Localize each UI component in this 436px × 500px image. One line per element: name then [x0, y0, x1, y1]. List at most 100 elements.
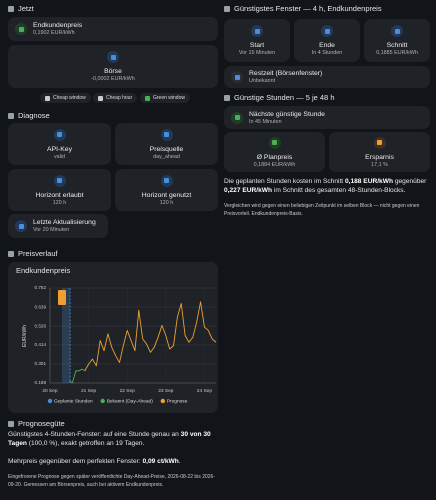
tile-value: 17,1 %	[371, 161, 388, 168]
text: (100,0 %), exakt getroffen an 19 Tagen.	[26, 440, 145, 447]
section-header: Günstige Stunden — 5 je 48 h	[224, 93, 335, 102]
tile-label: Ersparnis	[365, 153, 394, 161]
y-tick-label: 0.752	[35, 285, 47, 290]
tile[interactable]: API-Key valid	[8, 123, 111, 165]
icon	[251, 25, 263, 37]
tile-label: Ende	[319, 42, 335, 49]
icon	[373, 136, 386, 149]
text: .	[178, 458, 181, 465]
y-axis-title: EUR/kWh	[22, 325, 28, 347]
legend-label: Bekannt (Day-Ahead)	[107, 398, 154, 404]
tile-label: Start	[249, 42, 265, 49]
x-tick-label: 22 Sep	[120, 388, 136, 394]
tile[interactable]: Horizont erlaubt 120 h	[8, 169, 111, 211]
chart: Endkundenpreis EUR/kWh 0.188 0.301 0.414 0.…	[16, 266, 217, 404]
text: Die geplanten Stunden kosten im Schnitt	[224, 178, 345, 185]
tile[interactable]: Endkundenpreis 0,1902 EUR/kWh	[8, 17, 218, 41]
legend-marker	[47, 398, 53, 404]
icon	[231, 71, 243, 83]
tile-label: Preisquelle	[149, 145, 184, 153]
section-title: Prognosegüte	[18, 419, 65, 428]
tile-label: Börse	[104, 68, 122, 75]
tile[interactable]: Horizont genutzt 120 h	[115, 169, 218, 211]
tile-value: Vor 20 Minuten	[33, 227, 70, 233]
icon	[15, 23, 27, 35]
tile-value: valid	[53, 153, 66, 160]
note: Vergleichen wird gegen einen beliebigen …	[224, 203, 420, 217]
icon	[53, 128, 66, 141]
icon	[160, 128, 173, 141]
section-title: Diagnose	[18, 111, 50, 120]
tile-label: Endkundenpreis	[33, 22, 83, 29]
legend-marker	[100, 398, 105, 404]
tile-label: Letzte Aktualisierung	[33, 219, 96, 226]
tile[interactable]: Preisquelle day_ahead	[115, 123, 218, 165]
x-tick-label: 24 Sep	[197, 388, 213, 394]
tile[interactable]: Börse -0,0002 EUR/kWh	[8, 45, 218, 88]
tile-value: 0,1885 EUR/kWh	[376, 50, 418, 56]
y-tick-label: 0.414	[35, 342, 47, 347]
tile[interactable]: Schnitt 0,1885 EUR/kWh	[364, 19, 430, 62]
button[interactable]: Green window	[140, 93, 190, 103]
tile-value: 0,1884 EUR/kWh	[253, 161, 296, 168]
y-tick-label: 0.188	[35, 380, 47, 385]
tile-value: 120 h	[159, 199, 174, 206]
tile-label: Horizont genutzt	[141, 191, 192, 199]
tile[interactable]: Ø Planpreis 0,1884 EUR/kWh	[224, 132, 325, 172]
icon	[391, 25, 403, 37]
legend-label: Prognose	[167, 398, 188, 404]
section-title: Günstige Stunden — 5 je 48 h	[234, 93, 335, 102]
tile-label: Restzeit (Börsenfenster)	[249, 70, 323, 77]
x-tick-label: 20 Sep	[42, 388, 58, 394]
button[interactable]: Cheap window	[40, 93, 91, 103]
now-marker	[57, 290, 66, 305]
legend-marker	[160, 398, 166, 404]
chart-title: Endkundenpreis	[16, 266, 70, 275]
tile-value: Unbekannt	[249, 78, 276, 84]
icon	[268, 136, 281, 149]
tile[interactable]: Start Vor 15 Minuten	[224, 19, 290, 62]
tile-label: Nächste günstige Stunde	[249, 110, 325, 118]
chart-card: Endkundenpreis EUR/kWh 0.188 0.301 0.414 0.…	[8, 262, 218, 413]
text: im Schnitt des gesamten 48-Stunden-Block…	[272, 187, 406, 194]
button[interactable]: Cheap hour	[93, 93, 138, 103]
y-tick-label: 0.301	[35, 361, 47, 366]
planned-band	[61, 288, 71, 383]
button-label: Cheap hour	[106, 95, 133, 101]
price-line	[84, 301, 217, 372]
text-bold: 0,188 EUR/kWh	[344, 178, 393, 185]
section-header: Günstigstes Fenster — 4 h, Endkundenprei…	[224, 4, 382, 13]
y-tick-label: 0.639	[35, 304, 47, 309]
tile[interactable]: Nächste günstige Stunde In 45 Minuten	[224, 106, 430, 129]
tile-value: Vor 15 Minuten	[238, 50, 276, 56]
text-bold: 0,227 EUR/kWh	[224, 187, 273, 194]
icon	[321, 25, 333, 37]
x-tick-label: 23 Sep	[158, 388, 174, 394]
text: Günstigstes 4-Stunden-Fenster: auf eine …	[8, 431, 181, 438]
section-title: Jetzt	[18, 4, 34, 13]
tile-value: In 45 Minuten	[249, 118, 282, 125]
legend-label: Geplante Stunden	[54, 398, 93, 404]
tile-label: Ø Planpreis	[256, 153, 293, 161]
icon	[160, 174, 173, 187]
tile-label: Horizont erlaubt	[35, 191, 84, 199]
tile-label: Schnitt	[386, 42, 408, 49]
paragraph: Günstigstes 4-Stunden-Fenster: auf eine …	[8, 430, 220, 448]
tile-value: 120 h	[52, 199, 67, 206]
tile[interactable]: Ersparnis 17,1 %	[329, 132, 430, 172]
section-header: Jetzt	[8, 4, 34, 13]
icon	[231, 111, 243, 124]
tile[interactable]: Letzte Aktualisierung Vor 20 Minuten	[8, 214, 108, 238]
y-tick-label: 0.526	[35, 323, 47, 328]
text-bold: 30 von 30 Tagen	[8, 431, 211, 447]
tile[interactable]: Restzeit (Börsenfenster) Unbekannt	[224, 66, 430, 88]
icon	[15, 220, 27, 232]
section-header: Prognosegüte	[8, 419, 65, 428]
paragraph: Die geplanten Stunden kosten im Schnitt …	[224, 177, 432, 195]
tile[interactable]: Ende In 4 Stunden	[294, 19, 360, 62]
text: gegenüber	[392, 178, 427, 185]
icon	[53, 174, 66, 187]
tile-value: In 4 Stunden	[311, 50, 343, 56]
price-line	[69, 368, 86, 384]
